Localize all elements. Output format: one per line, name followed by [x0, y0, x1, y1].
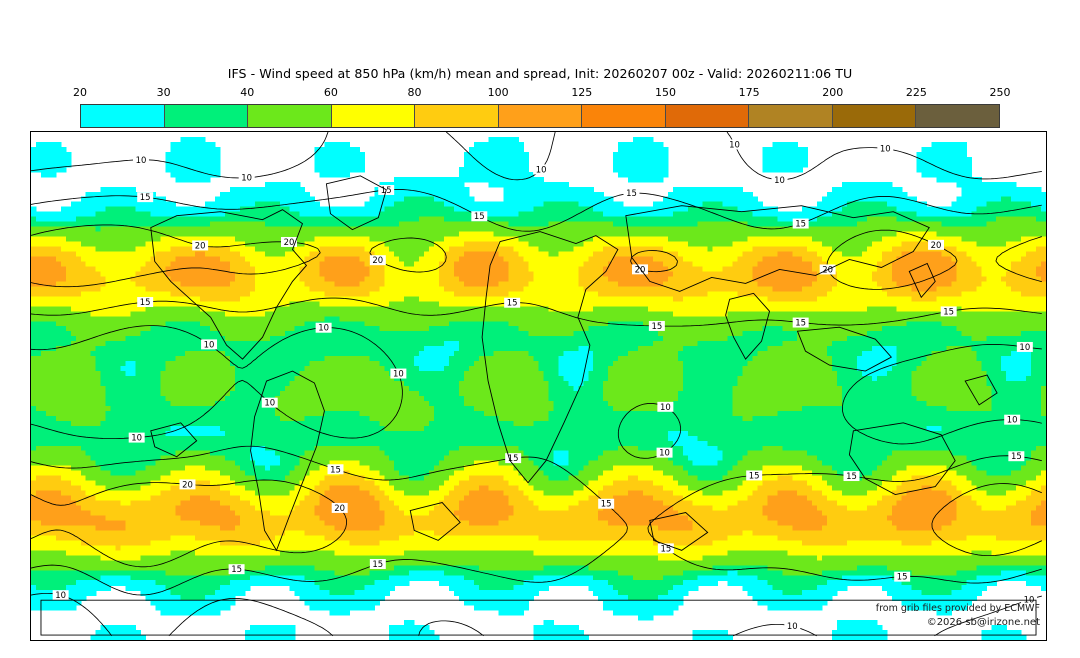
- svg-text:20: 20: [334, 503, 345, 513]
- svg-text:15: 15: [795, 318, 806, 328]
- svg-text:15: 15: [372, 559, 383, 569]
- svg-text:10: 10: [536, 164, 547, 174]
- svg-text:10: 10: [136, 155, 147, 165]
- svg-text:15: 15: [140, 192, 151, 202]
- svg-text:15: 15: [508, 453, 519, 463]
- colorbar-tick-20: 20: [73, 86, 87, 99]
- colorbar-swatch-80-100: [415, 105, 499, 127]
- svg-text:10: 10: [318, 323, 329, 333]
- colorbar-tick-labels: 20 30 40 60 80 100 125 150 175 200 225 250: [73, 86, 1011, 102]
- colorbar-tick-225: 225: [905, 86, 927, 99]
- colorbar-tick-30: 30: [156, 86, 171, 99]
- svg-text:10: 10: [659, 448, 670, 458]
- colorbar-tick-60: 60: [323, 86, 338, 99]
- svg-text:10: 10: [880, 144, 891, 154]
- svg-text:10: 10: [204, 339, 215, 349]
- colorbar-swatch-60-80: [331, 105, 416, 127]
- svg-text:15: 15: [651, 321, 662, 331]
- colorbar: 20 30 40 60 80 100 125 150 175 200 225 250: [73, 86, 1011, 128]
- data-source-credit: from grib files provided by ECMWF: [875, 603, 1040, 614]
- wind-speed-mean-shading: [31, 136, 1046, 640]
- colorbar-tick-80: 80: [407, 86, 422, 99]
- colorbar-tick-125: 125: [571, 86, 593, 99]
- colorbar-swatch-125-150: [582, 105, 666, 127]
- svg-text:20: 20: [182, 479, 193, 489]
- svg-text:20: 20: [195, 240, 206, 250]
- svg-text:10: 10: [131, 433, 142, 443]
- svg-text:15: 15: [795, 219, 806, 229]
- svg-text:10: 10: [729, 139, 740, 149]
- svg-text:15: 15: [626, 188, 637, 198]
- svg-text:10: 10: [660, 402, 671, 412]
- svg-text:15: 15: [1011, 451, 1022, 461]
- svg-text:15: 15: [660, 543, 671, 553]
- svg-text:20: 20: [931, 240, 942, 250]
- svg-text:15: 15: [507, 298, 518, 308]
- svg-text:15: 15: [140, 297, 151, 307]
- colorbar-tick-150: 150: [654, 86, 676, 99]
- svg-text:10: 10: [1007, 415, 1018, 425]
- svg-text:10: 10: [241, 173, 252, 183]
- svg-text:10: 10: [393, 369, 404, 379]
- svg-text:10: 10: [55, 590, 66, 600]
- colorbar-swatch-150-175: [665, 105, 750, 127]
- svg-text:20: 20: [284, 237, 295, 247]
- colorbar-tick-100: 100: [487, 86, 509, 99]
- svg-text:10: 10: [774, 175, 785, 185]
- colorbar-swatch-225-250: [916, 105, 1000, 127]
- colorbar-tick-40: 40: [240, 86, 255, 99]
- map-panel[interactable]: 10 10 10 10 10 10 10 10 10 10 10 10 10 10 10 10 10 10 15 15…: [30, 131, 1047, 641]
- svg-text:15: 15: [943, 306, 954, 316]
- svg-text:10: 10: [1019, 342, 1030, 352]
- coastline-overlay: [40, 175, 1037, 636]
- colorbar-swatch-20-30: [81, 105, 165, 127]
- svg-text:10: 10: [787, 621, 798, 631]
- svg-text:15: 15: [330, 464, 341, 474]
- colorbar-tick-175: 175: [738, 86, 760, 99]
- svg-text:15: 15: [474, 211, 485, 221]
- colorbar-swatch-40-60: [248, 105, 332, 127]
- colorbar-tick-250: 250: [989, 86, 1011, 99]
- colorbar-swatch-100-125: [498, 105, 583, 127]
- colorbar-swatch-200-225: [832, 105, 917, 127]
- svg-text:10: 10: [264, 398, 275, 408]
- colorbar-tick-200: 200: [822, 86, 844, 99]
- svg-text:15: 15: [231, 564, 242, 574]
- copyright-credit: ©2026 sb@irizone.net: [926, 617, 1040, 628]
- svg-text:20: 20: [372, 255, 383, 265]
- svg-text:15: 15: [601, 499, 612, 509]
- wind-speed-spread-contours: [31, 132, 1042, 637]
- colorbar-swatch-30-40: [164, 105, 249, 127]
- svg-text:15: 15: [846, 471, 857, 481]
- svg-text:15: 15: [749, 470, 760, 480]
- svg-text:20: 20: [635, 264, 646, 274]
- colorbar-swatch-175-200: [749, 105, 833, 127]
- page-title: IFS - Wind speed at 850 hPa (km/h) mean …: [227, 66, 853, 81]
- colorbar-swatches: [80, 104, 1000, 128]
- svg-text:15: 15: [897, 572, 908, 582]
